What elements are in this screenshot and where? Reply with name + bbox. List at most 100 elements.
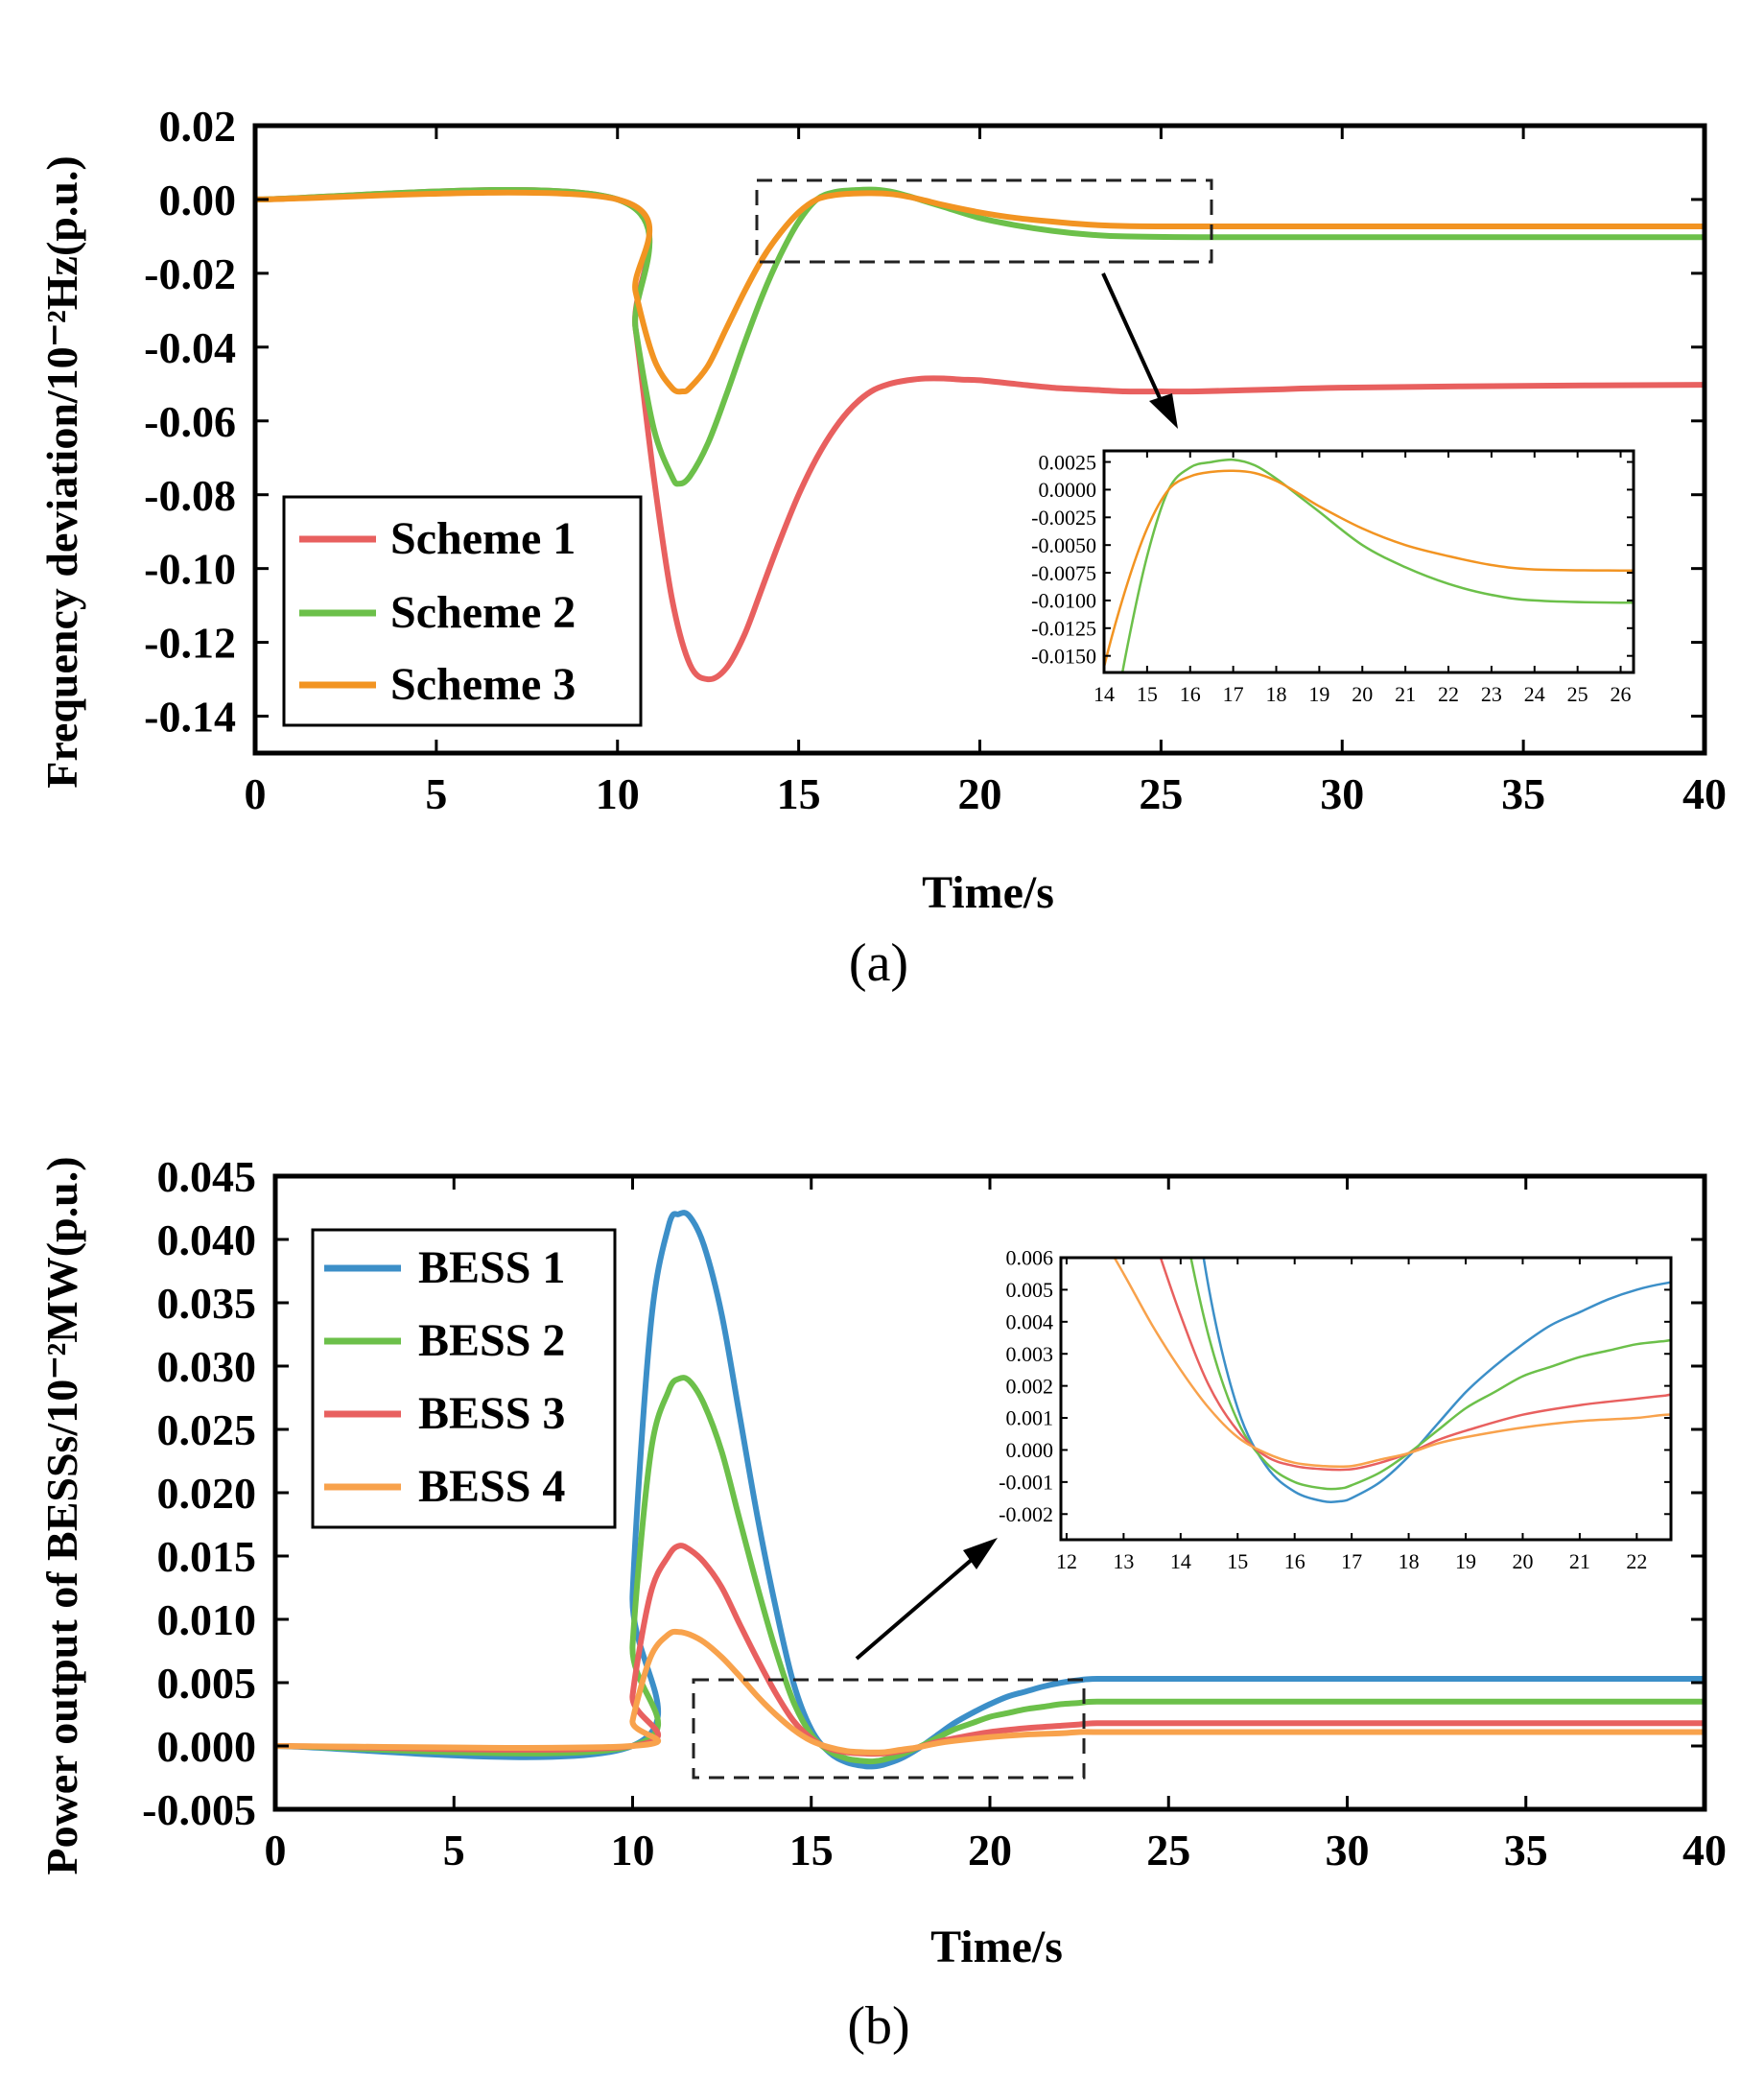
panel-a-inset-frame (1102, 449, 1635, 674)
panel-b-inset-x-tick-label: 16 (1284, 1549, 1305, 1573)
legend-item-scheme-1: Scheme 1 (299, 513, 576, 564)
panel-b-series-bess-2 (275, 1375, 1705, 1765)
panel-b-x-tick-label: 0 (265, 1826, 287, 1875)
panel-b-zoom-arrow (855, 1538, 998, 1661)
panel-a-x-tick-label: 35 (1501, 769, 1545, 818)
panel-a-inset-y-tick-label: -0.0025 (1031, 506, 1096, 530)
panel-a-inset-y-tick-label: -0.0150 (1031, 644, 1096, 668)
panel-b-y-ticks: 0.045 0.040 0.035 0.030 0.025 0.020 0.015 0.010… (142, 1152, 1705, 1834)
panel-b-inset-x-tick-label: 14 (1170, 1549, 1191, 1573)
panel-b-legend: BESS 1 BESS 2 BESS 3 BESS 4 (311, 1228, 617, 1529)
panel-a-inset-x-tick-label: 23 (1481, 682, 1502, 706)
panel-a-x-tick-label: 30 (1320, 769, 1364, 818)
panel-a-inset-x-tick-label: 15 (1137, 682, 1158, 706)
panel-b-x-axis-label: Time/s (930, 1922, 1063, 1972)
panel-b-y-axis-label: Power output of BESSs/10⁻²MW(p.u.) (37, 1156, 86, 1875)
panel-b-inset-x-tick-label: 20 (1512, 1549, 1533, 1573)
panel-b-x-tick-label: 30 (1326, 1826, 1370, 1875)
panel-a-inset-x-tick-label: 25 (1567, 682, 1588, 706)
panel-a-inset-y-tick-label: -0.0075 (1031, 561, 1096, 585)
panel-b-inset-y-tick-label: 0.000 (1006, 1438, 1054, 1462)
panel-b-series-bess-3 (275, 1543, 1705, 1757)
panel-b-x-tick-label: 5 (443, 1826, 465, 1875)
panel-b-x-tick-label: 10 (611, 1826, 655, 1875)
panel-a-inset-y-tick-label: -0.0125 (1031, 617, 1096, 641)
legend-item-bess-4: BESS 4 (324, 1461, 565, 1512)
panel-b-x-ticks: 0 5 10 15 20 25 30 35 40 (265, 1176, 1727, 1875)
panel-b-y-tick-label: 0.005 (157, 1659, 257, 1708)
panel-a-x-ticks: 0 5 10 15 20 25 30 35 40 (245, 126, 1727, 818)
panel-b-inset-series-bess-1 (1202, 1258, 1671, 1504)
panel-b-y-tick-label: 0.015 (157, 1532, 257, 1581)
legend-item-bess-2: BESS 2 (324, 1315, 565, 1366)
panel-b-inset-x-tick-label: 18 (1399, 1549, 1420, 1573)
panel-b-series-bess-1 (275, 1210, 1705, 1770)
panel-a-inset-x-tick-label: 14 (1094, 682, 1115, 706)
panel-a-inset-x-tick-label: 24 (1524, 682, 1545, 706)
panel-b-inset-y-ticks: 0.006 0.005 0.004 0.003 0.002 0.001 0.000 -0.00… (999, 1246, 1671, 1526)
panel-a-inset-y-ticks: 0.0025 0.0000 -0.0025 -0.0050 -0.0075 -0.0100… (1031, 450, 1634, 668)
panel-b-y-tick-label: 0.010 (157, 1595, 257, 1644)
panel-a-series-scheme-2 (255, 186, 1705, 487)
panel-a-series-scheme-1 (255, 186, 1705, 683)
panel-b-inset-y-tick-label: 0.002 (1006, 1374, 1054, 1398)
panel-a-series-lines (255, 186, 1705, 683)
panel-a-inset-x-tick-label: 17 (1223, 682, 1244, 706)
panel-a-legend: Scheme 1 Scheme 2 Scheme 3 (282, 495, 643, 727)
panel-a-y-ticks: 0.02 0.00 -0.02 -0.04 -0.06 -0.08 -0.10 -0.12 -0… (144, 102, 1705, 742)
panel-a-inset: 0.0025 0.0000 -0.0025 -0.0050 -0.0075 -0.0100… (1031, 449, 1635, 706)
panel-a-inset-y-tick-label: 0.0000 (1039, 478, 1097, 502)
panel-a-y-tick-label: -0.14 (144, 693, 236, 742)
panel-a-x-tick-label: 5 (425, 769, 447, 818)
panel-b-x-tick-label: 35 (1504, 1826, 1548, 1875)
panel-a-inset-lines (1104, 458, 1634, 672)
panel-a-x-tick-label: 10 (596, 769, 640, 818)
panel-b-inset-x-tick-label: 15 (1227, 1549, 1248, 1573)
legend-label-scheme-1: Scheme 1 (390, 513, 576, 564)
panel-b-inset-x-ticks: 12 13 14 15 16 17 18 19 20 21 22 (1056, 1258, 1647, 1573)
panel-b-inset-series-bess-4 (1113, 1258, 1671, 1469)
legend-label-scheme-2: Scheme 2 (390, 587, 576, 638)
panel-a-y-tick-label: -0.10 (144, 545, 236, 594)
panel-b-inset-series-bess-2 (1189, 1258, 1671, 1491)
panel-a-y-tick-label: -0.12 (144, 619, 236, 668)
panel-a-y-axis-label: Frequency deviation/10⁻²Hz(p.u.) (37, 155, 86, 789)
panel-a-inset-x-ticks: 14 15 16 17 18 19 20 21 22 23 24 25 26 (1094, 451, 1632, 706)
panel-a-inset-x-tick-label: 18 (1266, 682, 1287, 706)
panel-a-zoom-arrow (1101, 272, 1178, 429)
legend-item-scheme-3: Scheme 3 (299, 659, 576, 710)
panel-b-y-tick-label: -0.005 (142, 1785, 256, 1834)
panel-a-chart: 0.02 0.00 -0.02 -0.04 -0.06 -0.08 -0.10 -0.12 -0… (37, 102, 1727, 993)
panel-a-x-axis-label: Time/s (922, 867, 1054, 918)
panel-b-y-tick-label: 0.040 (157, 1215, 257, 1264)
panel-a-inset-x-tick-label: 19 (1308, 682, 1329, 706)
panel-b-inset: 0.006 0.005 0.004 0.003 0.002 0.001 0.000 -0.00… (999, 1246, 1673, 1573)
panel-b-y-tick-label: 0.035 (157, 1279, 257, 1328)
panel-a-y-tick-label: -0.08 (144, 471, 236, 520)
panel-a-series-scheme-3 (255, 189, 1705, 395)
panel-a-y-tick-label: -0.04 (144, 323, 236, 372)
panel-b-inset-y-tick-label: -0.002 (999, 1502, 1053, 1526)
panel-b-x-tick-label: 20 (968, 1826, 1012, 1875)
legend-item-scheme-2: Scheme 2 (299, 587, 576, 638)
panel-a-inset-x-tick-label: 22 (1438, 682, 1459, 706)
panel-a-x-tick-label: 0 (245, 769, 267, 818)
panel-b-inset-x-tick-label: 21 (1569, 1549, 1590, 1573)
panel-b-x-tick-label: 25 (1146, 1826, 1190, 1875)
panel-a-inset-y-tick-label: -0.0050 (1031, 533, 1096, 557)
legend-label-bess-4: BESS 4 (418, 1461, 565, 1512)
panel-b-chart: 0.045 0.040 0.035 0.030 0.025 0.020 0.015 0.010… (37, 1152, 1727, 2056)
panel-a-inset-x-tick-label: 16 (1180, 682, 1201, 706)
panel-b-y-tick-label: 0.030 (157, 1342, 257, 1391)
panel-a-inset-series-scheme-2 (1120, 458, 1634, 672)
panel-a-label: (a) (849, 933, 908, 993)
panel-b-inset-x-tick-label: 12 (1056, 1549, 1077, 1573)
legend-label-scheme-3: Scheme 3 (390, 659, 576, 710)
panel-b-y-tick-label: 0.045 (157, 1152, 257, 1201)
panel-b-inset-lines (1113, 1258, 1671, 1504)
panel-b-series-lines (275, 1210, 1705, 1770)
panel-b-inset-y-tick-label: 0.001 (1006, 1406, 1054, 1430)
panel-a-x-tick-label: 25 (1139, 769, 1183, 818)
panel-b-x-tick-label: 40 (1682, 1826, 1727, 1875)
